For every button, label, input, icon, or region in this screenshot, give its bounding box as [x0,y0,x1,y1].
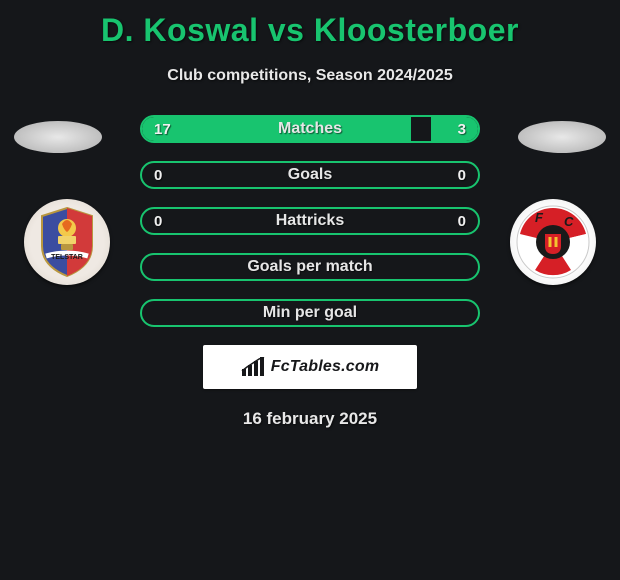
date: 16 february 2025 [0,409,620,429]
watermark-text: FcTables.com [271,358,380,376]
bar-chart-icon [241,357,265,377]
stat-row: 0Goals0 [140,161,480,189]
comparison-panel: TELSTAR F C 17Matches30Goals00Hattricks0… [0,115,620,429]
stat-label: Goals per match [198,258,422,276]
stat-value-right: 0 [422,213,478,230]
stat-rows: 17Matches30Goals00Hattricks0Goals per ma… [140,115,480,327]
stat-label: Matches [198,120,422,138]
stat-value-left: 0 [142,213,198,230]
stat-value-right: 0 [422,167,478,184]
player-right-photo-placeholder [518,121,606,153]
stat-value-right: 3 [422,121,478,138]
stat-label: Min per goal [198,304,422,322]
fc-utrecht-badge-icon: F C [515,204,591,280]
club-badge-right: F C [510,199,596,285]
page-title: D. Koswal vs Kloosterboer [0,0,620,49]
club-badge-left: TELSTAR [24,199,110,285]
stat-row: Goals per match [140,253,480,281]
player-left-photo-placeholder [14,121,102,153]
stat-row: 17Matches3 [140,115,480,143]
telstar-badge-icon: TELSTAR [34,206,100,278]
svg-text:F: F [535,210,544,225]
svg-text:C: C [564,214,574,229]
stat-row: Min per goal [140,299,480,327]
stat-label: Goals [198,166,422,184]
stat-row: 0Hattricks0 [140,207,480,235]
subtitle: Club competitions, Season 2024/2025 [0,67,620,85]
stat-value-left: 17 [142,121,198,138]
watermark: FcTables.com [203,345,417,389]
svg-text:TELSTAR: TELSTAR [51,254,83,261]
stat-value-left: 0 [142,167,198,184]
stat-label: Hattricks [198,212,422,230]
